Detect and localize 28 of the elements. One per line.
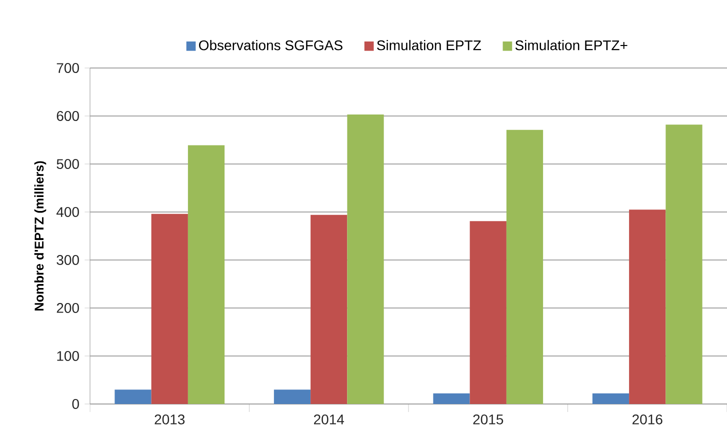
x-tick-label: 2013	[154, 414, 185, 424]
y-tick-label: 600	[56, 111, 79, 121]
bar	[506, 130, 544, 404]
y-tick-label: 700	[56, 63, 79, 73]
y-tick-label: 500	[56, 159, 79, 169]
legend-label: Simulation EPTZ+	[515, 40, 628, 50]
bar	[470, 221, 506, 404]
legend-label: Observations SGFGAS	[199, 40, 342, 50]
y-axis-title: Nombre d'EPTZ (milliers)	[34, 161, 46, 311]
bar	[347, 114, 384, 404]
bar	[114, 390, 152, 404]
bar	[310, 214, 348, 404]
bar	[433, 393, 470, 404]
y-tick-label: 400	[56, 207, 79, 217]
bar	[151, 214, 188, 404]
bar	[666, 124, 702, 404]
legend-label: Simulation EPTZ	[377, 40, 481, 50]
bar	[274, 390, 311, 404]
x-tick-label: 2016	[632, 414, 662, 424]
y-tick-label: 0	[72, 399, 79, 409]
y-tick-label: 300	[56, 255, 79, 265]
y-tick-label: 200	[56, 303, 79, 313]
bar	[188, 145, 225, 404]
x-tick-label: 2014	[314, 414, 344, 424]
x-tick-label: 2015	[473, 414, 504, 424]
y-tick-label: 100	[57, 351, 79, 361]
bar	[629, 210, 666, 404]
bar	[592, 393, 630, 404]
